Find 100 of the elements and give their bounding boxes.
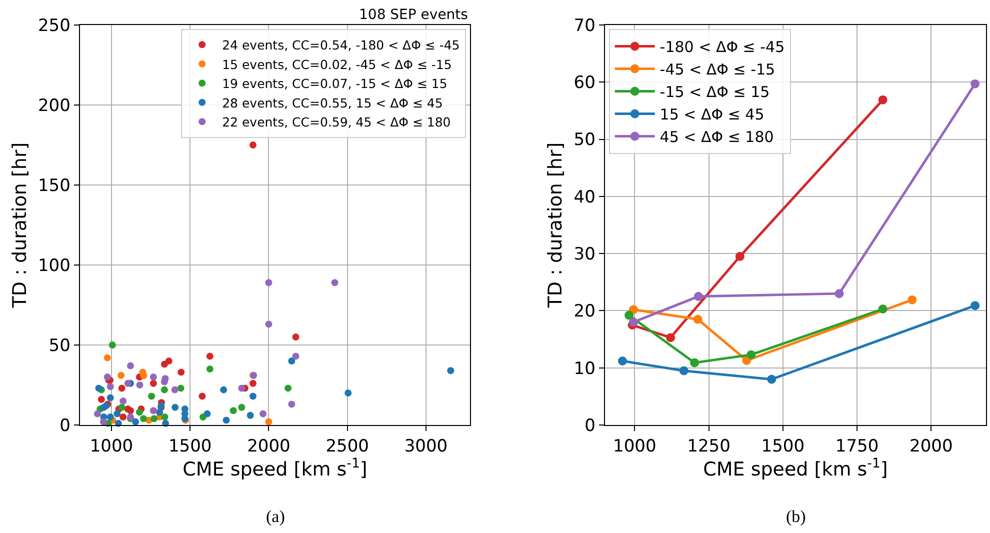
y-tick-label: 60 [574,73,596,94]
point [628,305,638,314]
y-axis-title: TD : duration [hr] [544,142,567,309]
point [108,342,116,348]
point [628,318,638,327]
y-tick-label: 100 [38,256,70,276]
y-tick-label: 150 [38,176,70,196]
point [104,354,111,362]
point [238,404,246,411]
point [106,394,114,402]
point [150,407,157,414]
point [746,350,756,360]
point [666,333,676,342]
x-tick-label: 3000 [404,436,448,457]
point [735,252,744,261]
point [265,418,272,426]
point [288,400,296,408]
x-tick-label: 2000 [247,436,290,457]
point [284,384,292,392]
text: (b) [786,507,806,526]
legend-label: 24 events, CC=0.54, -180 < ΔΦ ≤ -45 [222,38,460,52]
point [104,374,111,380]
y-tick-label: 40 [574,187,596,208]
point [690,358,700,368]
y-tick-label: 50 [48,336,70,356]
point [160,378,168,386]
x-tick-label: 1500 [761,436,805,457]
point [161,414,168,420]
x-tick-label: 1250 [687,436,730,457]
point [171,386,178,394]
point [878,304,888,314]
point [447,367,454,374]
point [106,414,114,420]
point [288,358,296,364]
y-tick-label: 250 [38,16,70,36]
point [118,372,125,379]
point [970,301,980,310]
x-tick-label: 1000 [90,436,134,457]
point [344,390,352,396]
point [178,368,185,376]
point [222,416,230,424]
y-tick-label: 200 [38,96,70,116]
legend-label: 19 events, CC=0.07, -15 < ΔΦ ≤ 15 [222,76,448,91]
y-tick-label: 20 [574,302,596,322]
point [767,374,776,384]
y-axis-title: TD : duration [hr] [8,142,31,309]
point [124,380,132,387]
point [206,352,214,360]
point [106,383,114,390]
point [140,415,148,422]
point [206,366,214,372]
point [126,407,134,414]
point [260,410,267,418]
point [265,279,272,286]
y-tick-label: 30 [574,244,596,265]
point [238,384,246,392]
point [618,356,627,366]
point [331,279,338,286]
point [220,386,228,394]
point [98,396,105,403]
point [148,392,156,400]
point [694,292,703,301]
legend-label: 15 < ΔΦ ≤ 45 [660,106,764,124]
point [834,289,844,298]
point [136,382,144,388]
legend-label: 28 events, CC=0.55, 15 < ΔΦ ≤ 45 [222,95,443,110]
point [94,410,101,418]
x-axis-title: CME speed [km s$^{-1}$] [182,456,368,481]
x-tick-label: 2000 [910,436,953,457]
legend-label: 15 events, CC=0.02, -45 < ΔΦ ≤ -15 [222,56,452,72]
point [150,374,157,380]
point [249,392,256,400]
point [165,358,172,364]
point [292,334,300,340]
legend-label: -15 < ΔΦ ≤ 15 [660,83,770,102]
point [150,415,158,422]
legend-label: -45 < ΔΦ ≤ -15 [660,60,776,79]
point [246,412,254,419]
point [204,410,211,418]
point [172,404,179,411]
point [177,384,184,392]
x-tick-label: 1500 [168,436,212,457]
point [95,384,102,392]
y-tick-label: 70 [574,16,596,36]
point [230,407,237,414]
point [198,392,206,400]
point [136,408,143,416]
point [126,362,134,370]
x-axis-title: CME speed [km s$^{-1}$] [703,456,888,481]
point [908,295,917,304]
x-tick-label: 2500 [326,436,369,457]
point [878,95,888,104]
point [292,352,300,360]
point [265,320,272,328]
point [114,410,121,418]
point [118,404,126,411]
y-tick-label: 10 [574,358,596,379]
x-tick-label: 1000 [613,436,656,457]
legend-label: 45 < ΔΦ ≤ 180 [660,128,774,146]
y-tick-label: 50 [574,130,596,150]
